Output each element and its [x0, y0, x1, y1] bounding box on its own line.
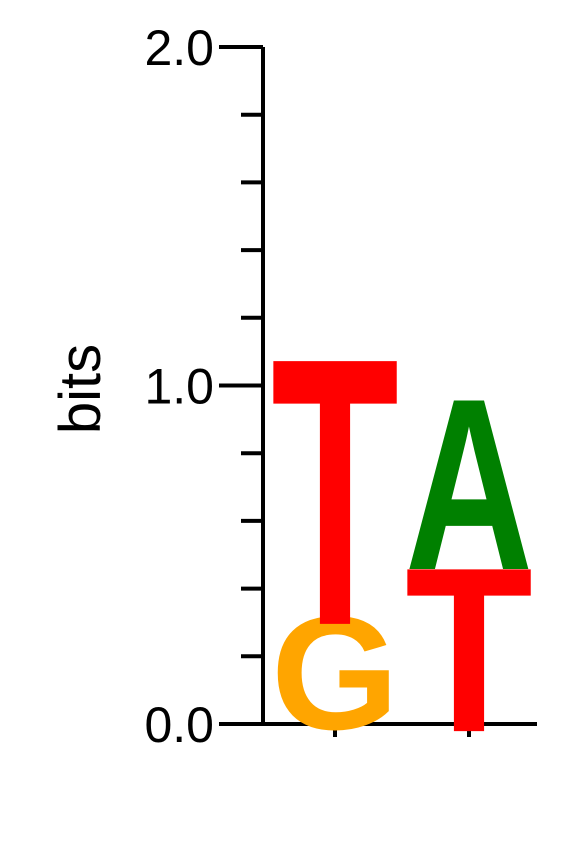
y-tick-label: 0.0: [144, 697, 214, 753]
x-axis-ticks: [333, 724, 471, 737]
y-axis-title: bits: [48, 344, 113, 434]
y-tick-label: 2.0: [144, 20, 214, 76]
y-tick-label: 1.0: [144, 359, 214, 415]
axes: 0.0 1.0 2.0 bits: [48, 20, 537, 753]
logo-letter-t: T: [271, 279, 399, 706]
logo-letter-a: A: [405, 349, 533, 622]
letter-stacks: GT TA: [271, 279, 533, 782]
logo-letter-t: T: [405, 519, 533, 782]
logo-letter-g: G: [271, 582, 399, 763]
y-axis-ticks: 0.0 1.0 2.0: [144, 20, 263, 753]
